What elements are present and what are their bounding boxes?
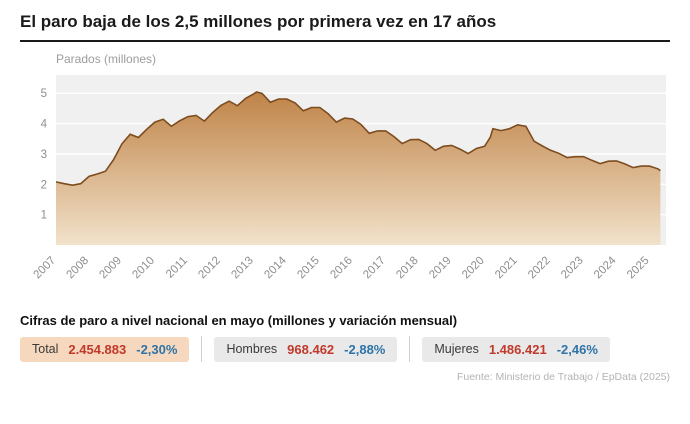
svg-text:2018: 2018 [394,255,421,282]
page-title: El paro baja de los 2,5 millones por pri… [20,12,670,43]
source-note: Fuente: Ministerio de Trabajo / EpData (… [456,371,670,384]
stat-change: -2,88% [344,341,386,357]
svg-text:2022: 2022 [526,255,553,282]
stat-hombres: Hombres 968.462 -2,88% [214,336,398,362]
svg-text:3: 3 [41,149,47,161]
stats-caption: Cifras de paro a nivel nacional en mayo … [20,313,458,329]
stat-change: -2,46% [556,341,598,357]
svg-text:2012: 2012 [196,255,223,282]
svg-text:2021: 2021 [493,255,520,282]
divider [409,336,411,363]
y-axis-title: Parados (millones) [56,52,157,67]
stats-row: Total 2.454.883 -2,30% Hombres 968.462 -… [20,336,670,363]
stat-value: 1.486.421 [488,341,547,357]
svg-text:2015: 2015 [295,255,322,282]
svg-text:1: 1 [41,210,47,222]
svg-text:2023: 2023 [559,255,586,282]
svg-text:2: 2 [41,180,47,192]
stat-mujeres: Mujeres 1.486.421 -2,46% [422,336,610,362]
svg-text:2025: 2025 [625,255,652,282]
stat-label: Hombres [226,342,278,357]
divider [201,336,203,363]
stat-label: Mujeres [434,342,479,357]
svg-text:2008: 2008 [65,255,92,282]
stat-value: 968.462 [287,341,335,357]
svg-text:2019: 2019 [427,255,454,282]
svg-text:4: 4 [41,119,48,131]
svg-text:2017: 2017 [361,255,388,282]
svg-text:2011: 2011 [164,255,190,281]
svg-text:2013: 2013 [229,255,256,282]
stat-change: -2,30% [136,341,178,357]
chart-section: 1 2 3 4 5 2007 2008 2009 2010 2011 2012 2013 2014 201… [20,69,670,307]
svg-text:5: 5 [41,89,47,101]
svg-text:2016: 2016 [328,255,355,282]
stat-label: Total [32,342,59,357]
stat-value: 2.454.883 [68,341,127,357]
svg-text:2024: 2024 [592,255,619,282]
svg-text:2009: 2009 [97,255,124,282]
stat-total: Total 2.454.883 -2,30% [20,336,190,362]
svg-text:2020: 2020 [460,255,487,282]
svg-text:2010: 2010 [130,255,157,282]
svg-text:2007: 2007 [32,255,59,282]
svg-text:2014: 2014 [262,255,289,282]
